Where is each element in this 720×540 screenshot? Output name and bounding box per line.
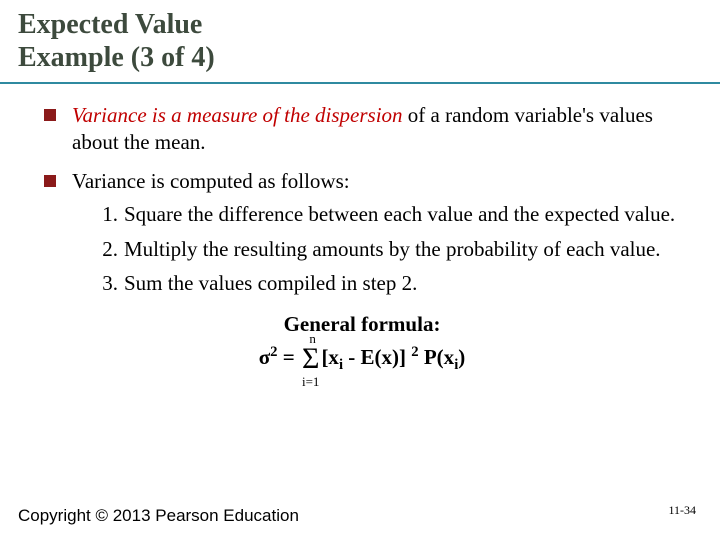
formula-open: [x — [321, 345, 339, 369]
sum-lower: i=1 — [302, 375, 319, 388]
bullet-2: Variance is computed as follows: Square … — [44, 168, 680, 298]
sigma-glyph: Σ — [302, 342, 319, 375]
formula-close: ) — [458, 345, 465, 369]
sum-upper: n — [309, 332, 316, 345]
formula-mid1: - E(x)] — [343, 345, 411, 369]
summation-icon: nΣi=1 — [302, 344, 319, 374]
content-area: Variance is a measure of the dispersion … — [0, 84, 720, 374]
step-2: Multiply the resulting amounts by the pr… — [90, 236, 680, 263]
bullet-list: Variance is a measure of the dispersion … — [44, 102, 680, 297]
formula-block: General formula: σ2 = nΣi=1[xi - E(x)] 2… — [44, 311, 680, 374]
sigma-sup-2: 2 — [270, 344, 277, 360]
slide-title: Expected Value Example (3 of 4) — [18, 8, 702, 74]
bullet-1: Variance is a measure of the dispersion … — [44, 102, 680, 156]
bullet-1-emphasis: Variance is a measure of the dispersion — [72, 103, 403, 127]
exp-2: 2 — [411, 344, 418, 360]
copyright-footer: Copyright © 2013 Pearson Education — [18, 506, 299, 526]
step-list: Square the difference between each value… — [72, 201, 680, 298]
sigma-letter: σ — [259, 345, 270, 369]
title-line-2: Example (3 of 4) — [18, 42, 215, 73]
formula-mid2: P(x — [419, 345, 455, 369]
slide: Expected Value Example (3 of 4) Variance… — [0, 0, 720, 540]
formula: σ2 = nΣi=1[xi - E(x)] 2 P(xi) — [259, 344, 466, 374]
step-3: Sum the values compiled in step 2. — [90, 270, 680, 297]
page-number: 11-34 — [668, 503, 696, 518]
title-area: Expected Value Example (3 of 4) — [0, 0, 720, 80]
bullet-2-text: Variance is computed as follows: — [72, 169, 350, 193]
equals: = — [278, 345, 300, 369]
title-line-1: Expected Value — [18, 9, 202, 40]
step-1: Square the difference between each value… — [90, 201, 680, 228]
formula-label: General formula: — [44, 311, 680, 338]
